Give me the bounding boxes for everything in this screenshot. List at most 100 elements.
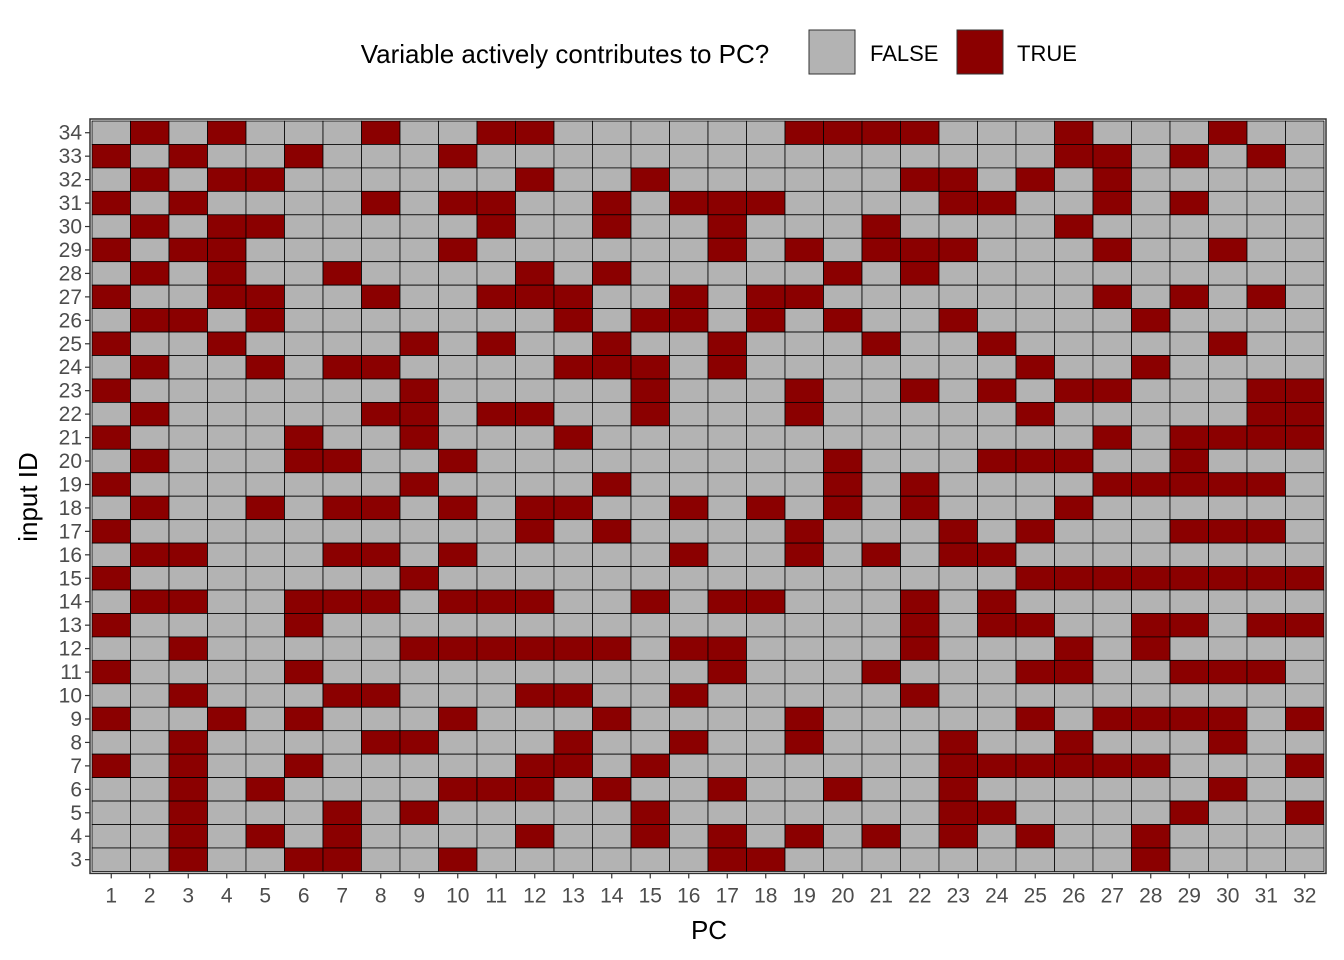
heatmap-cell-20-7	[823, 753, 863, 779]
heatmap-cell-6-8	[284, 730, 324, 755]
heatmap-cell-17-14	[707, 589, 747, 614]
heatmap-cell-25-6	[1015, 777, 1055, 802]
heatmap-cell-23-4	[938, 824, 978, 849]
heatmap-cell-17-13	[707, 613, 747, 638]
heatmap-cell-25-5	[1015, 800, 1055, 825]
heatmap-cell-10-10	[438, 683, 478, 708]
heatmap-cell-4-8	[207, 730, 247, 755]
legend: Variable actively contributes to PC? FAL…	[361, 29, 1077, 75]
heatmap-cell-2-34	[130, 120, 170, 145]
heatmap-cell-17-7	[707, 753, 747, 779]
heatmap-cell-4-16	[207, 542, 247, 567]
heatmap-cell-8-4	[361, 824, 401, 849]
heatmap-cell-15-7	[630, 753, 670, 779]
heatmap-cell-16-23	[669, 378, 709, 403]
heatmap-cell-30-11	[1208, 659, 1248, 685]
heatmap-cell-24-10	[977, 683, 1017, 708]
heatmap-cell-18-19	[746, 472, 786, 497]
heatmap-cell-6-6	[284, 777, 324, 802]
heatmap-cell-2-12	[130, 636, 170, 661]
heatmap-cell-31-9	[1246, 706, 1286, 732]
heatmap-cell-19-8	[784, 730, 824, 755]
heatmap-cell-12-24	[515, 355, 555, 380]
heatmap-cell-32-6	[1285, 777, 1325, 802]
heatmap-cell-15-4	[630, 824, 670, 849]
y-tick-label: 3	[70, 849, 82, 872]
heatmap-cell-22-27	[900, 284, 940, 309]
heatmap-cell-18-8	[746, 730, 786, 755]
heatmap-cell-22-22	[900, 401, 940, 427]
heatmap-cell-21-21	[861, 425, 901, 450]
heatmap-cell-11-30	[476, 214, 516, 239]
heatmap-cell-24-29	[977, 237, 1017, 263]
heatmap-cell-10-24	[438, 355, 478, 380]
heatmap-cell-2-26	[130, 308, 170, 333]
heatmap-cell-13-8	[553, 730, 593, 755]
heatmap-cell-16-34	[669, 120, 709, 145]
heatmap-cell-6-7	[284, 753, 324, 779]
heatmap-cell-1-8	[91, 730, 131, 755]
heatmap-cell-28-25	[1131, 331, 1171, 356]
heatmap-cell-25-23	[1015, 378, 1055, 403]
heatmap-cell-3-17	[168, 519, 208, 544]
heatmap-cell-2-16	[130, 542, 170, 567]
heatmap-cell-24-26	[977, 308, 1017, 333]
heatmap-cell-5-29	[245, 237, 285, 263]
heatmap-cell-32-4	[1285, 824, 1325, 849]
heatmap-cell-2-17	[130, 519, 170, 544]
y-axis: 3433323130292827262524232221201918171615…	[59, 122, 90, 872]
heatmap-cell-9-28	[399, 261, 439, 286]
heatmap-cell-7-14	[322, 589, 362, 614]
heatmap-cell-17-28	[707, 261, 747, 286]
heatmap-cell-25-9	[1015, 706, 1055, 732]
heatmap-cell-3-34	[168, 120, 208, 145]
heatmap-cell-30-8	[1208, 730, 1248, 755]
heatmap-cell-31-4	[1246, 824, 1286, 849]
x-tick-label: 26	[1062, 884, 1085, 907]
x-tick-label: 30	[1216, 884, 1239, 907]
heatmap-cell-31-26	[1246, 308, 1286, 333]
heatmap-cell-22-7	[900, 753, 940, 779]
heatmap-cell-18-29	[746, 237, 786, 263]
heatmap-cell-13-3	[553, 847, 593, 872]
heatmap-cell-15-23	[630, 378, 670, 403]
heatmap-cell-26-29	[1054, 237, 1094, 263]
heatmap-cell-32-17	[1285, 519, 1325, 544]
heatmap-cell-11-21	[476, 425, 516, 450]
heatmap-cell-8-30	[361, 214, 401, 239]
heatmap-cell-16-32	[669, 167, 709, 192]
heatmap-cell-6-17	[284, 519, 324, 544]
heatmap-cell-27-21	[1092, 425, 1132, 450]
heatmap-cell-12-26	[515, 308, 555, 333]
heatmap-cell-11-17	[476, 519, 516, 544]
heatmap-cell-25-12	[1015, 636, 1055, 661]
heatmap-cell-10-34	[438, 120, 478, 145]
heatmap-cell-25-19	[1015, 472, 1055, 497]
heatmap-cell-14-6	[592, 777, 632, 802]
heatmap-cell-19-22	[784, 401, 824, 427]
heatmap-cell-13-16	[553, 542, 593, 567]
x-tick-label: 12	[523, 884, 546, 907]
heatmap-cell-16-29	[669, 237, 709, 263]
heatmap-cell-8-24	[361, 355, 401, 380]
heatmap-cell-10-26	[438, 308, 478, 333]
heatmap-cell-30-14	[1208, 589, 1248, 614]
y-tick-label: 10	[59, 685, 82, 708]
heatmap-cell-17-29	[707, 237, 747, 263]
heatmap-cell-19-24	[784, 355, 824, 380]
heatmap-cell-29-7	[1169, 753, 1209, 779]
heatmap-cell-24-8	[977, 730, 1017, 755]
heatmap-cell-23-24	[938, 355, 978, 380]
heatmap-cell-21-12	[861, 636, 901, 661]
heatmap-cell-25-31	[1015, 190, 1055, 216]
heatmap-cell-4-13	[207, 613, 247, 638]
heatmap-cell-5-5	[245, 800, 285, 825]
heatmap-cell-16-30	[669, 214, 709, 239]
heatmap-cell-7-6	[322, 777, 362, 802]
heatmap-cell-4-18	[207, 495, 247, 521]
heatmap-cell-21-16	[861, 542, 901, 567]
heatmap-cell-8-25	[361, 331, 401, 356]
heatmap-cell-13-21	[553, 425, 593, 450]
heatmap-cell-31-34	[1246, 120, 1286, 145]
